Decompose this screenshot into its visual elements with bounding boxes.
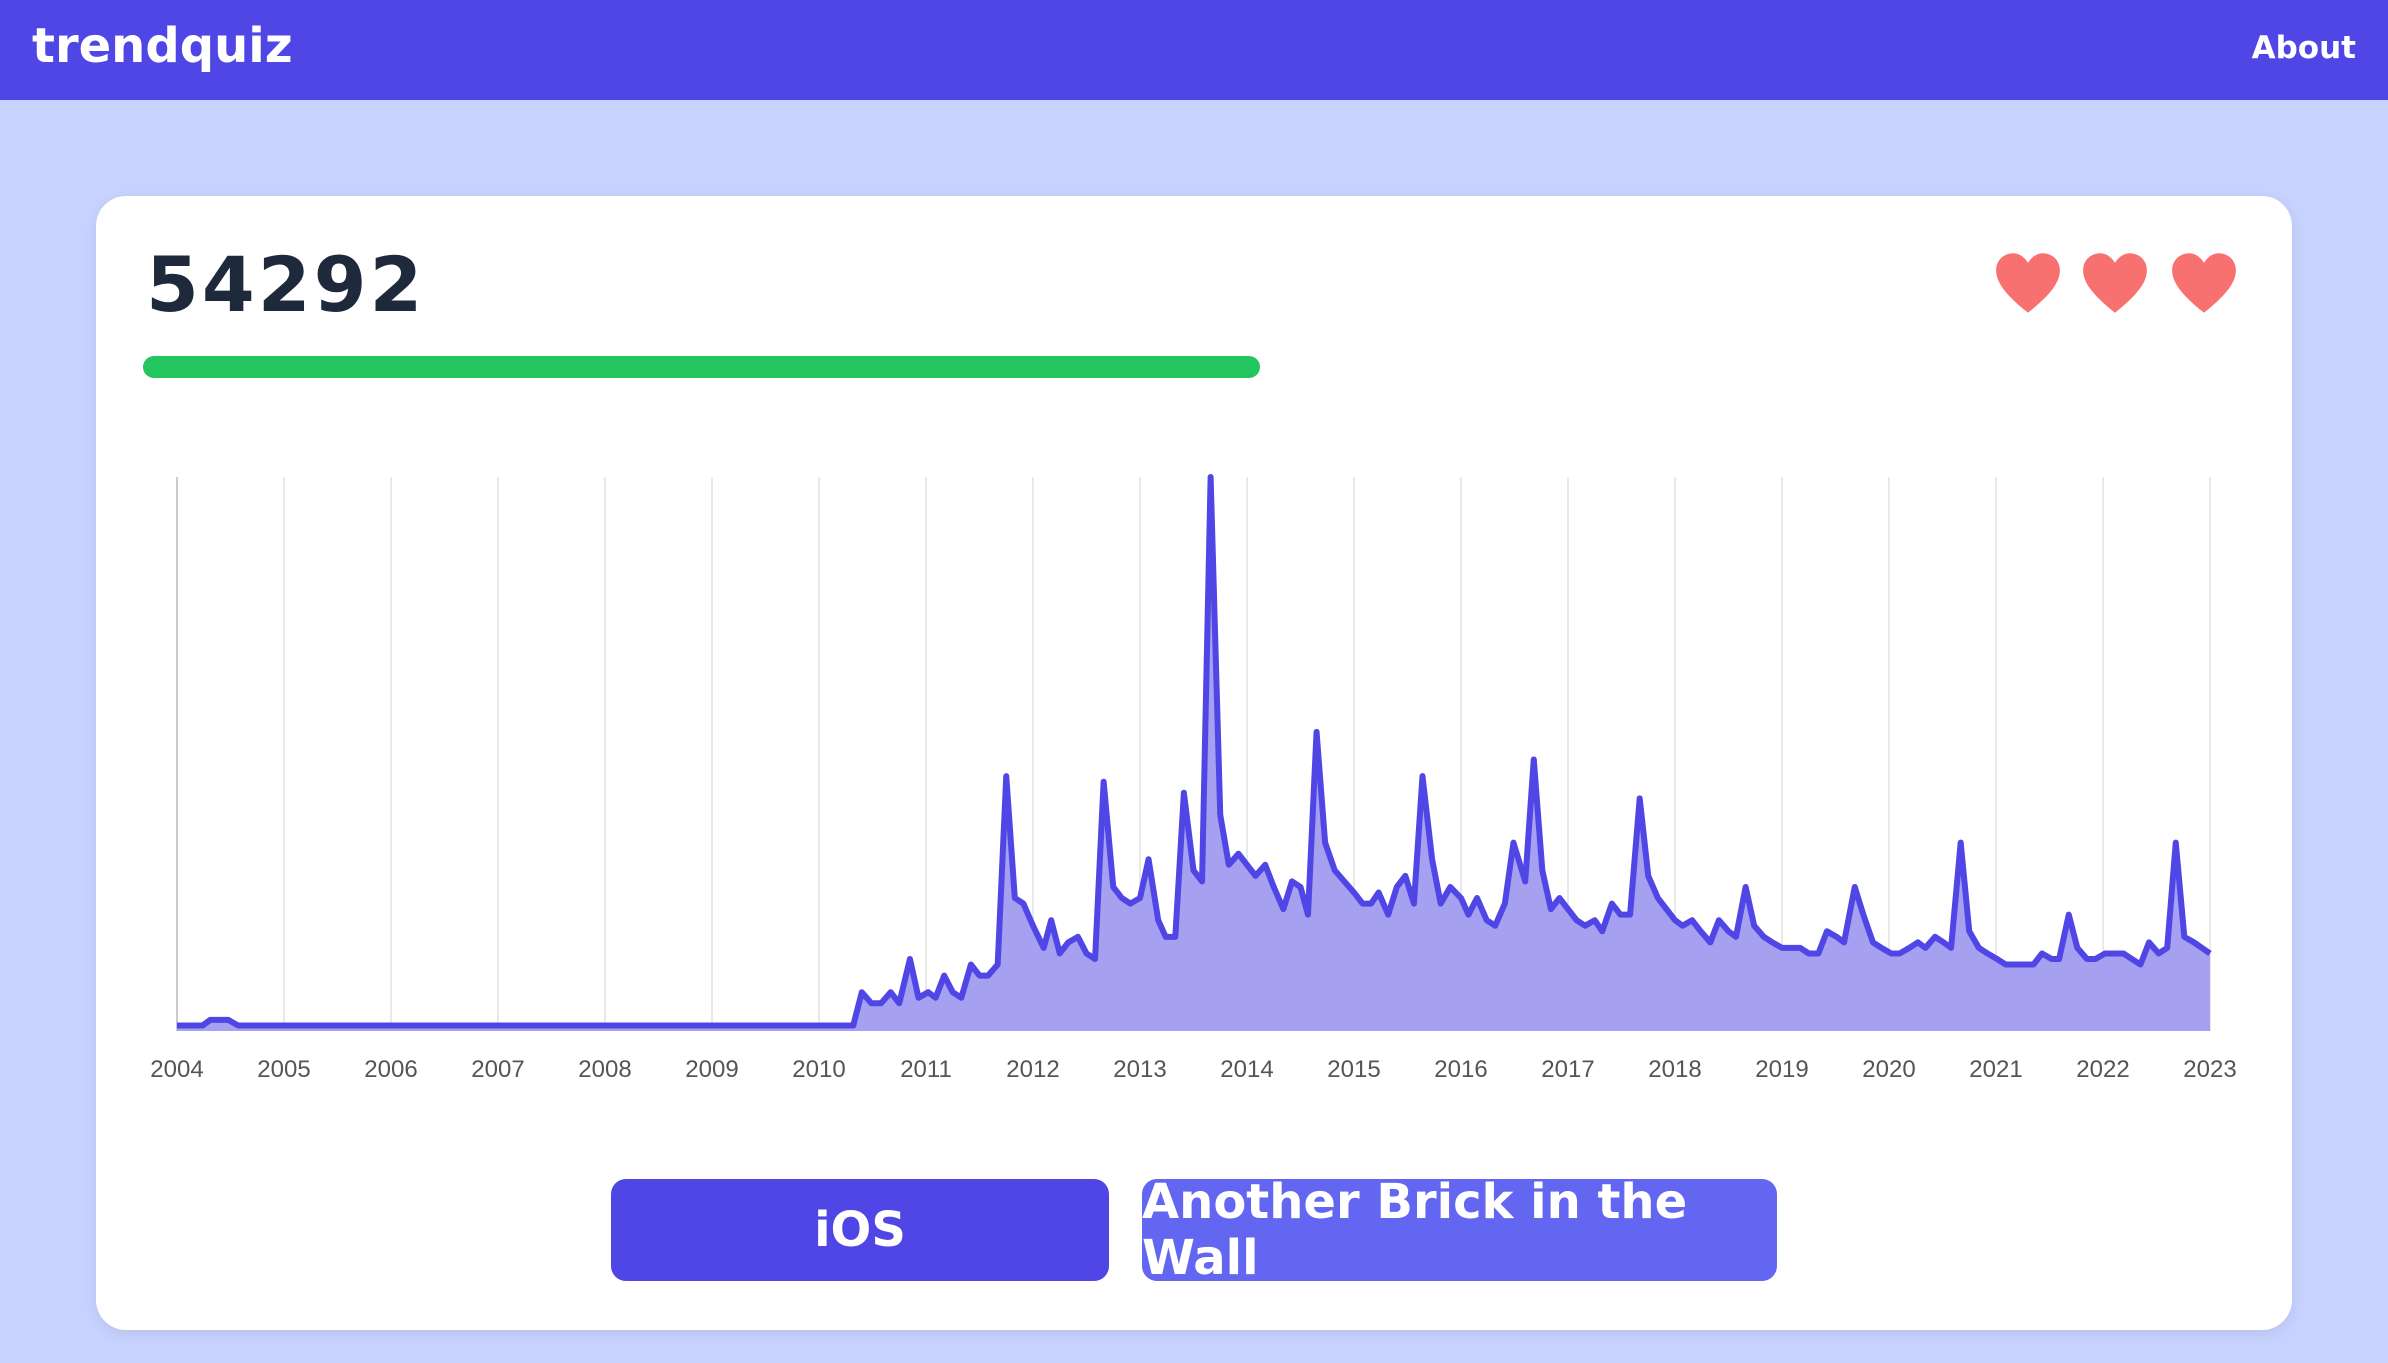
x-tick-label: 2009 [685,1056,738,1083]
x-tick-label: 2013 [1113,1056,1166,1083]
score: 54292 [146,240,426,329]
x-tick-label: 2005 [257,1056,310,1083]
life-heart [2083,253,2147,313]
answer-button[interactable]: Another Brick in the Wall [1142,1174,1777,1286]
x-tick-label: 2010 [792,1056,845,1083]
x-tick-label: 2022 [2076,1056,2129,1083]
x-tick-label: 2017 [1541,1056,1594,1083]
x-tick-label: 2014 [1220,1056,1273,1083]
x-tick-label: 2021 [1969,1056,2022,1083]
life-heart [1996,253,2060,313]
x-tick-label: 2020 [1862,1056,1915,1083]
answer-button[interactable]: iOS [611,1179,1109,1281]
x-tick-label: 2007 [471,1056,524,1083]
x-tick-label: 2016 [1434,1056,1487,1083]
logo[interactable]: trendquiz [32,18,293,74]
x-tick-label: 2018 [1648,1056,1701,1083]
x-tick-label: 2011 [900,1056,952,1083]
quiz-card [96,196,2292,1330]
x-tick-label: 2006 [364,1056,417,1083]
x-tick-label: 2012 [1006,1056,1059,1083]
trend-line [177,474,2212,1029]
about-link[interactable]: About [2251,30,2356,66]
x-tick-label: 2019 [1755,1056,1808,1083]
area-fill [177,477,2210,1031]
x-tick-label: 2004 [150,1056,203,1083]
x-tick-label: 2008 [578,1056,631,1083]
header: trendquiz About [0,0,2388,100]
x-tick-label: 2015 [1327,1056,1380,1083]
life-heart [2172,253,2236,313]
x-tick-label: 2023 [2183,1056,2236,1083]
timer-bar [143,356,1260,378]
